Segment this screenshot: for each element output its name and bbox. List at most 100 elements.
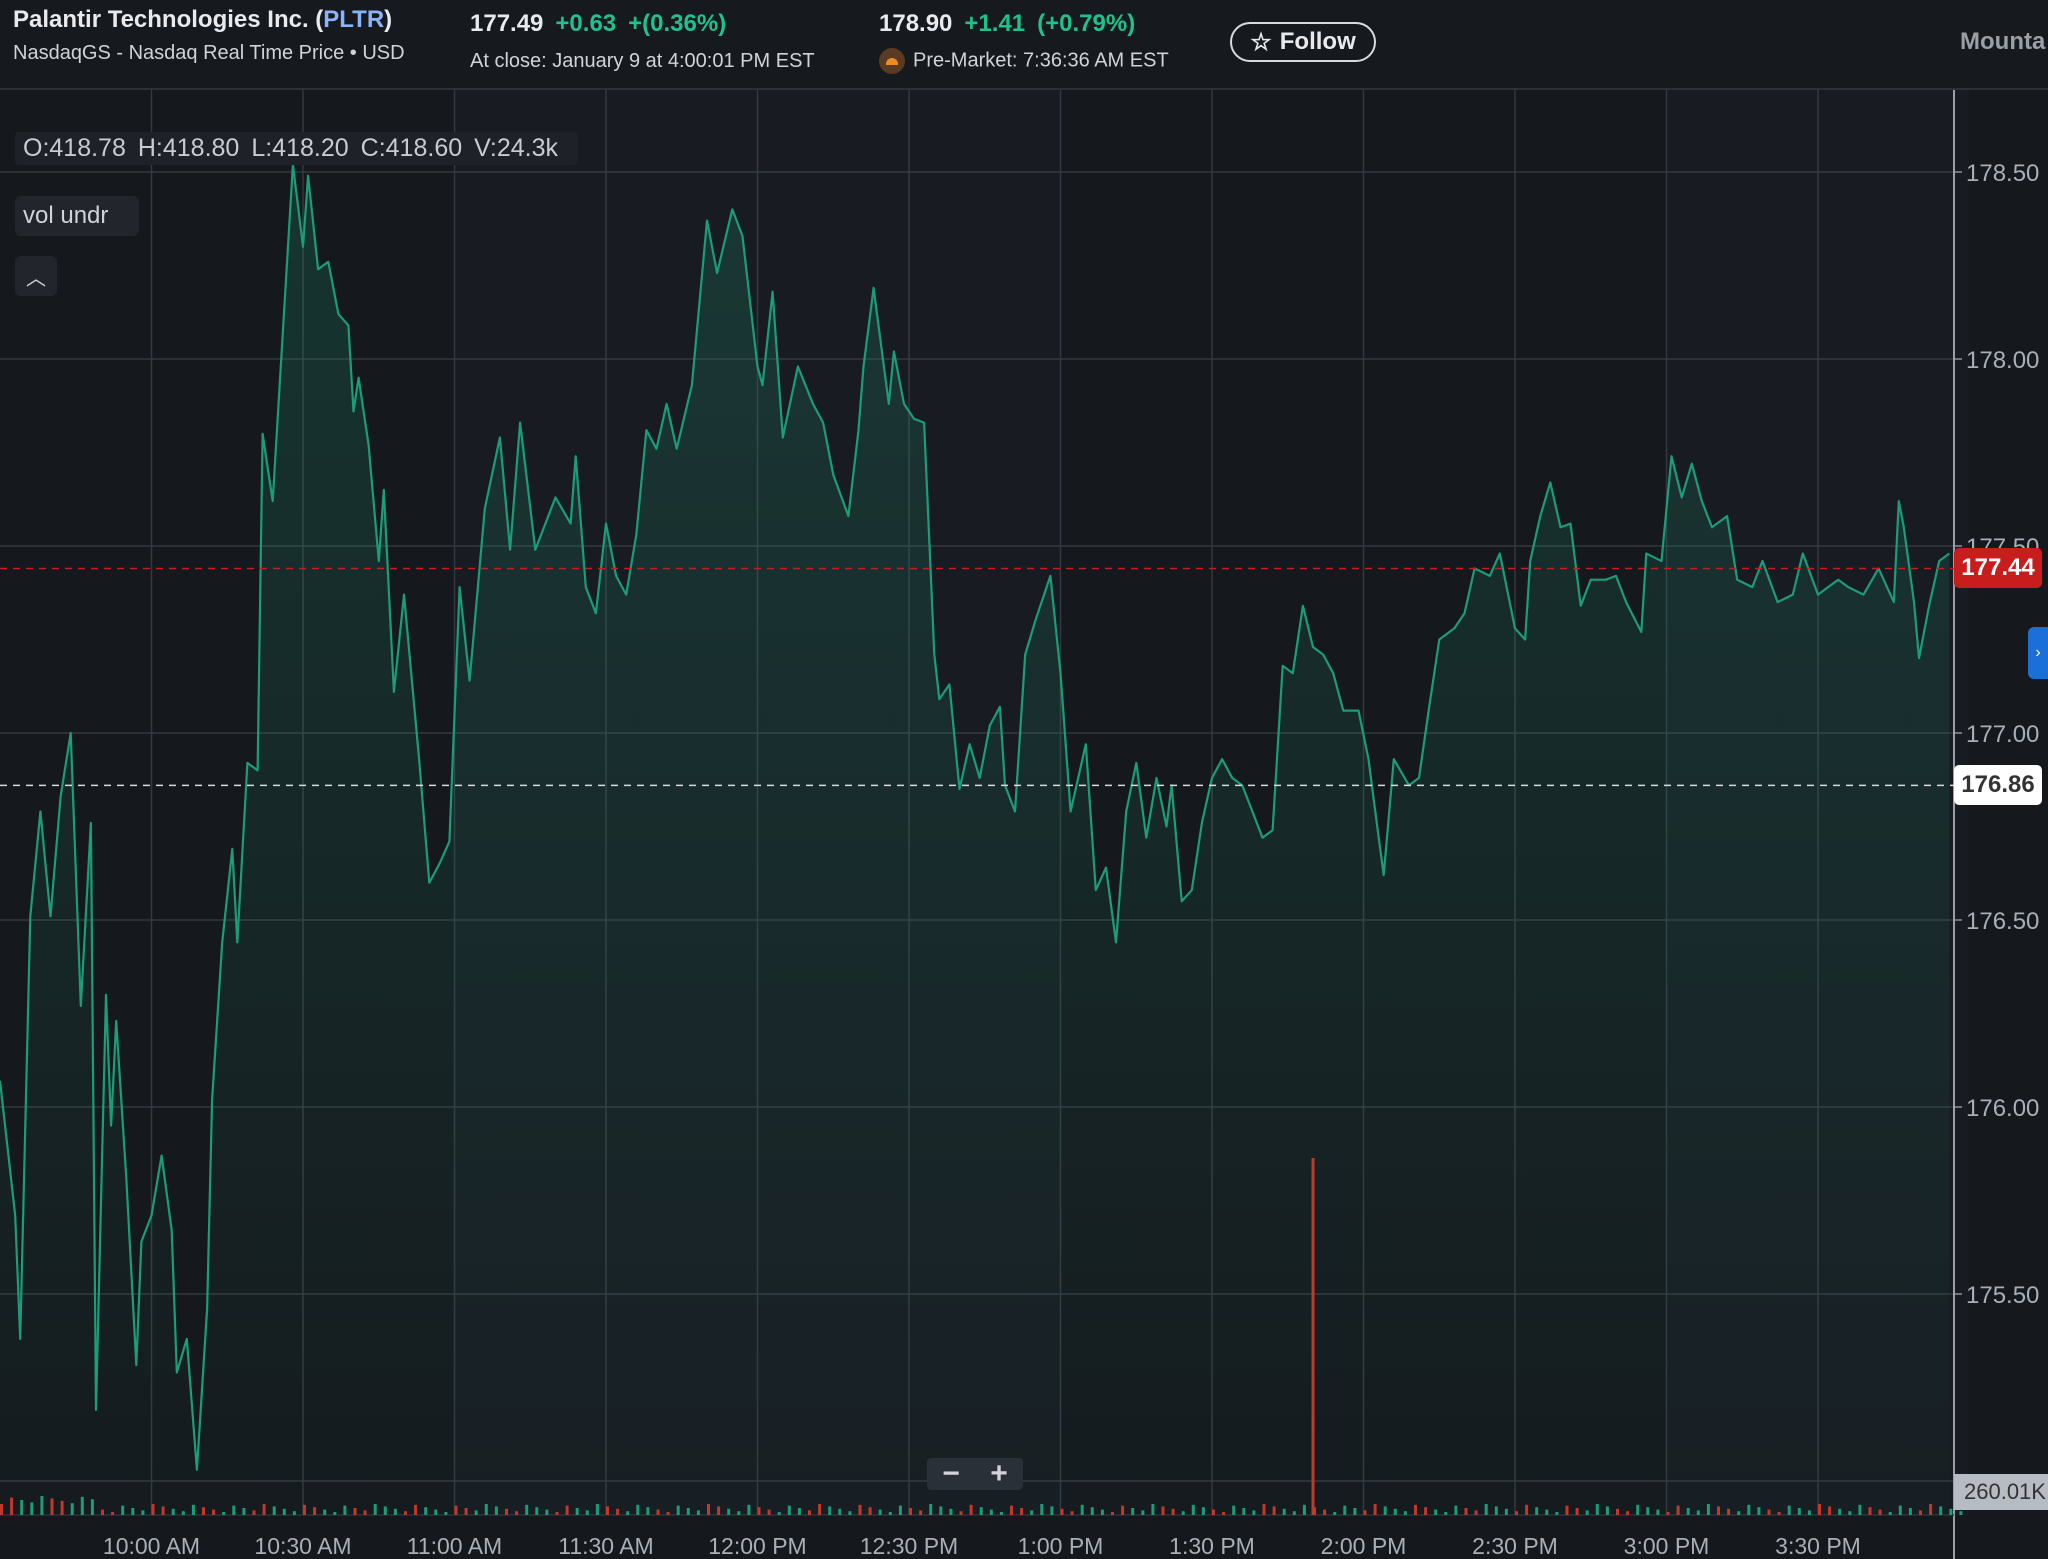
volume-bar xyxy=(40,1496,44,1515)
volume-bar xyxy=(1414,1504,1417,1515)
volume-bar xyxy=(444,1512,448,1515)
volume-bar xyxy=(1737,1511,1741,1515)
y-tick-label: 175.50 xyxy=(1966,1282,2039,1309)
volume-bar xyxy=(1010,1505,1013,1515)
volume-bar xyxy=(1070,1511,1074,1515)
volume-bar xyxy=(626,1511,630,1515)
volume-bar xyxy=(1939,1506,1943,1515)
volume-bar xyxy=(1444,1512,1448,1515)
volume-bar xyxy=(777,1512,781,1515)
price-chart[interactable]: 178.50178.00177.50177.00176.50176.00175.… xyxy=(0,90,2048,1559)
volume-bar xyxy=(1040,1504,1044,1515)
volume-bar xyxy=(1666,1512,1670,1515)
current-price-tag: 177.44 xyxy=(1954,548,2042,589)
volume-bar xyxy=(181,1511,185,1515)
volume-bar xyxy=(80,1496,84,1515)
volume-bar xyxy=(1311,1158,1315,1515)
volume-bar xyxy=(1545,1509,1549,1515)
volume-bar xyxy=(1919,1510,1922,1515)
volume-bar xyxy=(20,1500,24,1515)
x-tick-label: 3:00 PM xyxy=(1624,1533,1710,1559)
ohlc-readout: O:418.78 H:418.80 L:418.20 C:418.60 V:24.3k xyxy=(15,132,578,165)
volume-bar xyxy=(989,1509,993,1515)
volume-bar xyxy=(1393,1508,1397,1515)
company-title: Palantir Technologies Inc. (PLTR) xyxy=(13,6,392,34)
x-tick-label: 1:30 PM xyxy=(1169,1533,1255,1559)
volume-bar xyxy=(565,1505,569,1515)
volume-bar xyxy=(1403,1511,1407,1515)
volume-bar xyxy=(1727,1508,1731,1515)
volume-bar xyxy=(1131,1508,1135,1515)
volume-bar xyxy=(515,1511,519,1515)
volume-bar xyxy=(1333,1512,1337,1515)
volume-bar xyxy=(1222,1512,1226,1515)
volume-bar xyxy=(1696,1510,1700,1515)
volume-bar xyxy=(212,1509,216,1515)
premarket-change: +1.41 xyxy=(964,10,1026,37)
y-tick-label: 178.50 xyxy=(1966,160,2039,187)
volume-bar xyxy=(717,1506,721,1515)
volume-bar xyxy=(909,1508,912,1515)
star-outline-icon: ☆ xyxy=(1250,28,1272,56)
volume-axis-label: 260.01K xyxy=(1954,1474,2048,1510)
volume-bar xyxy=(232,1505,236,1515)
x-tick-label: 2:00 PM xyxy=(1321,1533,1407,1559)
volume-bar xyxy=(1515,1511,1518,1515)
volume-bar xyxy=(767,1509,771,1515)
volume-bar xyxy=(1474,1510,1478,1515)
volume-bar xyxy=(848,1511,852,1515)
quote-header: Palantir Technologies Inc. (PLTR) Nasdaq… xyxy=(0,0,2048,90)
cut-off-label: Mounta xyxy=(1960,28,2046,55)
volume-bar xyxy=(1535,1507,1539,1515)
zoom-controls: − + xyxy=(927,1457,1023,1490)
volume-bar xyxy=(969,1504,973,1515)
zoom-out-button[interactable]: − xyxy=(942,1457,960,1490)
volume-bar xyxy=(404,1511,407,1515)
premarket-time-text: Pre-Market: 7:36:36 AM EST xyxy=(913,49,1169,72)
volume-bar xyxy=(1818,1504,1821,1515)
previous-close-tag: 176.86 xyxy=(1954,765,2042,806)
volume-bar xyxy=(1525,1504,1529,1515)
volume-bar xyxy=(484,1504,488,1515)
volume-bar xyxy=(1908,1508,1912,1515)
follow-label: Follow xyxy=(1279,28,1356,55)
volume-bar xyxy=(838,1508,842,1515)
x-tick-label: 2:30 PM xyxy=(1472,1533,1558,1559)
close-value: C:418.60 xyxy=(360,134,463,162)
volume-bar xyxy=(1232,1505,1236,1515)
volume-bar xyxy=(161,1506,165,1515)
volume-bar xyxy=(50,1498,54,1515)
volume-bar xyxy=(494,1506,498,1515)
high-value: H:418.80 xyxy=(137,134,240,162)
title-paren: ) xyxy=(384,6,393,33)
volume-bar xyxy=(343,1505,347,1515)
company-name: Palantir Technologies Inc. ( xyxy=(13,6,324,33)
volume-bar xyxy=(939,1506,943,1515)
volume-bar xyxy=(1484,1504,1488,1515)
open-value: O:418.78 xyxy=(23,134,126,162)
volume-bar xyxy=(1747,1504,1751,1515)
volume-bar xyxy=(1100,1509,1104,1515)
volume-bar xyxy=(727,1508,731,1515)
volume-bar xyxy=(868,1507,872,1515)
volume-bar xyxy=(1565,1505,1569,1515)
volume-bar xyxy=(303,1504,306,1515)
chevron-up-icon[interactable]: ︿ xyxy=(15,256,57,296)
volume-bar xyxy=(191,1504,195,1515)
volume-bar xyxy=(1605,1506,1609,1515)
volume-bar xyxy=(808,1510,811,1515)
volume-bar xyxy=(747,1504,751,1515)
follow-button[interactable]: ☆ Follow xyxy=(1230,22,1376,62)
x-tick-label: 12:30 PM xyxy=(860,1533,958,1559)
indicator-chip[interactable]: vol undr xyxy=(15,196,139,236)
volume-bar xyxy=(646,1507,650,1515)
volume-bar xyxy=(1201,1507,1205,1515)
volume-bar xyxy=(1111,1512,1114,1515)
volume-bar xyxy=(1585,1510,1589,1515)
y-tick-label: 178.00 xyxy=(1966,347,2039,374)
chevron-right-icon[interactable]: › xyxy=(2028,627,2048,679)
ticker-symbol[interactable]: PLTR xyxy=(323,6,385,33)
volume-bar xyxy=(1807,1510,1811,1515)
premarket-change-pct: (+0.79%) xyxy=(1037,10,1136,37)
zoom-in-button[interactable]: + xyxy=(990,1457,1008,1490)
